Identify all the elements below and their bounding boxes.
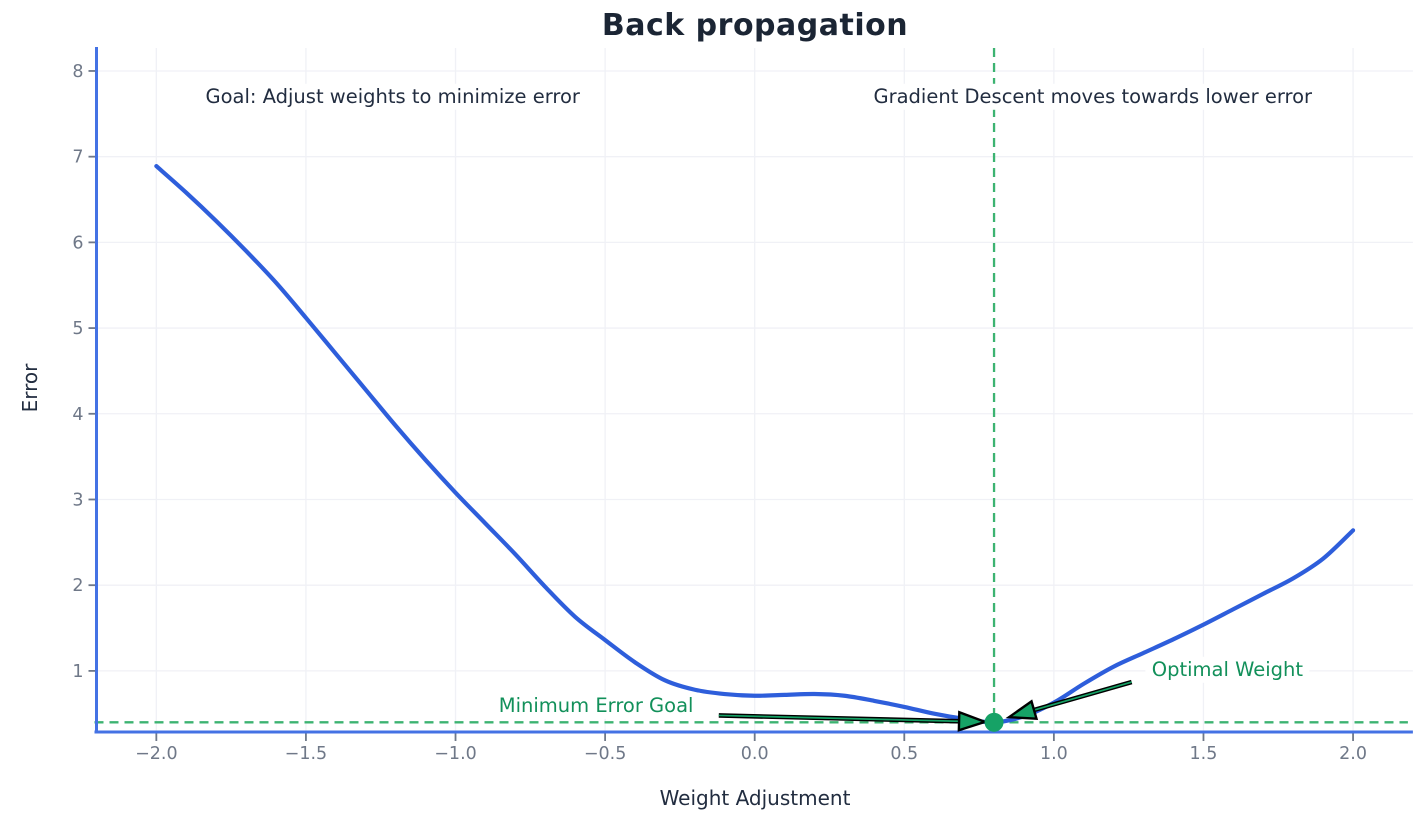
gradient-step-toward-minimum-right-shaft-core <box>718 714 960 723</box>
optimal-point-marker <box>984 712 1004 732</box>
annotation-gradient-descent: Gradient Descent moves towards lower err… <box>867 83 1319 110</box>
x-tick-label: 0.0 <box>741 744 769 764</box>
y-tick-label: 3 <box>72 490 83 510</box>
gradient-step-toward-minimum-right-head <box>957 710 989 732</box>
gradient-step-toward-minimum-left-shaft-core <box>1033 681 1132 711</box>
y-tick-label: 5 <box>72 319 83 339</box>
x-tick-label: −0.5 <box>584 744 627 764</box>
annotation-minimum-error-goal: Minimum Error Goal <box>492 692 700 720</box>
x-tick-label: −1.5 <box>285 744 328 764</box>
y-tick-label: 8 <box>72 62 83 82</box>
x-tick-label: −2.0 <box>135 744 178 764</box>
x-tick-label: 2.0 <box>1339 744 1367 764</box>
y-tick-label: 2 <box>72 576 83 596</box>
y-tick-label: 1 <box>72 662 83 682</box>
error-curve <box>154 163 1356 725</box>
y-tick-label: 7 <box>72 148 83 168</box>
gradient-step-toward-minimum-left-head <box>1005 699 1039 720</box>
x-tick-label: −1.0 <box>434 744 477 764</box>
x-tick-label: 0.5 <box>890 744 918 764</box>
x-tick-label: 1.0 <box>1040 744 1068 764</box>
y-tick-label: 6 <box>72 233 83 253</box>
annotation-goal: Goal: Adjust weights to minimize error <box>199 83 586 110</box>
chart-title: Back propagation <box>601 8 909 43</box>
y-tick-label: 4 <box>72 405 83 425</box>
x-axis-label: Weight Adjustment <box>659 786 851 810</box>
x-tick-label: 1.5 <box>1190 744 1218 764</box>
annotation-optimal-weight: Optimal Weight <box>1145 656 1310 684</box>
